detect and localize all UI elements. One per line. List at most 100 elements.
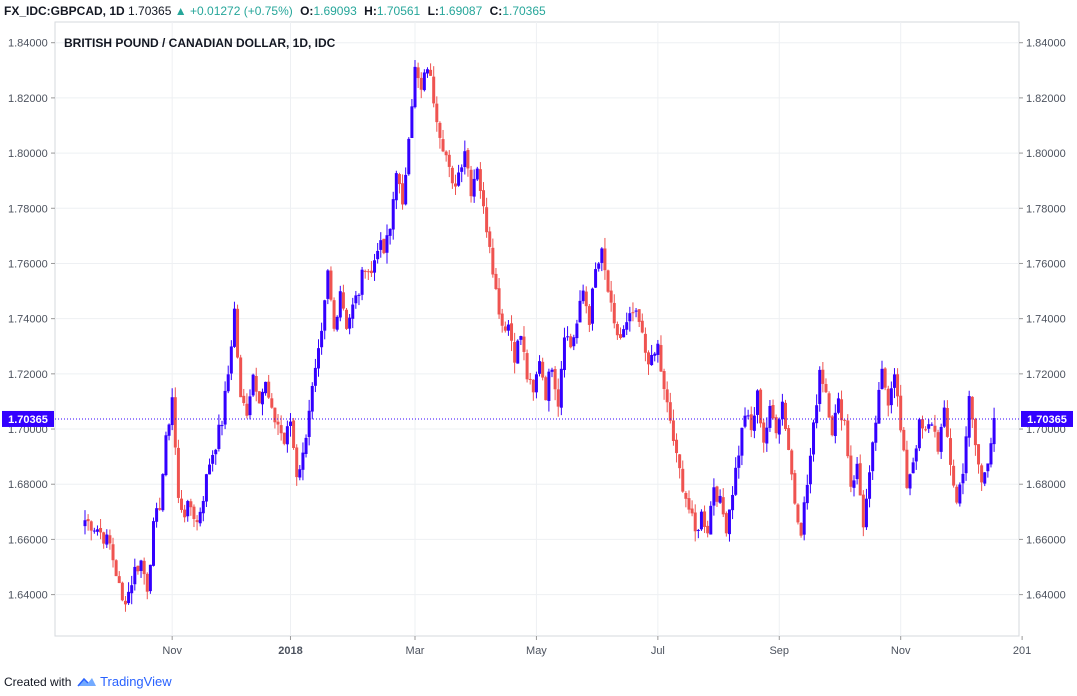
candle[interactable]: [438, 121, 442, 149]
candle[interactable]: [425, 67, 429, 78]
candle[interactable]: [578, 290, 582, 323]
candle[interactable]: [983, 471, 987, 487]
candle[interactable]: [703, 505, 707, 534]
candle[interactable]: [671, 409, 675, 446]
candle[interactable]: [475, 166, 479, 182]
candle[interactable]: [435, 96, 439, 132]
candle[interactable]: [647, 350, 651, 375]
candle[interactable]: [335, 315, 339, 332]
candle[interactable]: [114, 559, 118, 577]
candle[interactable]: [429, 63, 433, 76]
candle[interactable]: [765, 417, 769, 452]
candle[interactable]: [830, 414, 834, 437]
candle[interactable]: [643, 327, 647, 362]
candle[interactable]: [590, 287, 594, 331]
candle[interactable]: [871, 441, 875, 481]
candle[interactable]: [232, 301, 236, 348]
candle[interactable]: [376, 242, 380, 264]
candle[interactable]: [562, 327, 566, 378]
candle[interactable]: [394, 170, 398, 210]
candle[interactable]: [158, 497, 162, 511]
candle[interactable]: [354, 290, 358, 309]
candle[interactable]: [559, 360, 563, 416]
candle[interactable]: [139, 559, 143, 578]
candle[interactable]: [83, 510, 87, 535]
candle[interactable]: [142, 557, 146, 585]
candle[interactable]: [914, 445, 918, 470]
candle[interactable]: [292, 417, 296, 450]
candle[interactable]: [195, 515, 199, 531]
candle[interactable]: [690, 500, 694, 517]
candle[interactable]: [497, 278, 501, 319]
candle[interactable]: [693, 504, 697, 542]
candle[interactable]: [245, 393, 249, 419]
candle[interactable]: [513, 332, 517, 374]
candle[interactable]: [357, 293, 361, 306]
candle[interactable]: [843, 419, 847, 426]
candle[interactable]: [363, 269, 367, 279]
candle[interactable]: [388, 228, 392, 245]
candle[interactable]: [852, 475, 856, 497]
candle[interactable]: [864, 488, 868, 530]
candle[interactable]: [320, 322, 324, 355]
candle[interactable]: [447, 150, 451, 178]
candle[interactable]: [155, 502, 159, 528]
candle[interactable]: [827, 391, 831, 419]
candle[interactable]: [86, 514, 90, 531]
candle[interactable]: [503, 321, 507, 333]
candle[interactable]: [790, 448, 794, 481]
candle[interactable]: [301, 442, 305, 481]
candle[interactable]: [625, 312, 629, 336]
candle[interactable]: [812, 419, 816, 462]
candle[interactable]: [254, 367, 258, 402]
candle[interactable]: [780, 393, 784, 426]
candle[interactable]: [127, 582, 131, 605]
candle[interactable]: [453, 174, 457, 195]
candle[interactable]: [821, 362, 825, 393]
candle[interactable]: [584, 286, 588, 314]
candle[interactable]: [681, 460, 685, 493]
candle[interactable]: [883, 367, 887, 391]
candle[interactable]: [404, 167, 408, 206]
candle[interactable]: [257, 391, 261, 404]
candle[interactable]: [715, 485, 719, 507]
candle[interactable]: [973, 417, 977, 456]
candle[interactable]: [731, 486, 735, 520]
plot-area[interactable]: [54, 21, 1020, 637]
candle[interactable]: [740, 427, 744, 466]
candle[interactable]: [665, 381, 669, 413]
candle[interactable]: [917, 417, 921, 452]
candle[interactable]: [99, 519, 103, 540]
candle[interactable]: [989, 437, 993, 468]
candle[interactable]: [942, 400, 946, 428]
candle[interactable]: [401, 174, 405, 210]
candle[interactable]: [799, 522, 803, 538]
candle[interactable]: [538, 355, 542, 377]
candle[interactable]: [836, 392, 840, 415]
candle[interactable]: [189, 498, 193, 516]
candle[interactable]: [597, 261, 601, 272]
candle[interactable]: [201, 496, 205, 522]
candle[interactable]: [777, 417, 781, 444]
candle[interactable]: [102, 531, 106, 549]
candle[interactable]: [366, 269, 370, 281]
candle[interactable]: [908, 473, 912, 496]
candle[interactable]: [369, 261, 373, 277]
candle[interactable]: [927, 419, 931, 434]
candle[interactable]: [326, 269, 330, 305]
candle[interactable]: [298, 464, 302, 481]
candle[interactable]: [89, 520, 93, 541]
candle[interactable]: [855, 457, 859, 485]
candle[interactable]: [133, 558, 137, 591]
candle[interactable]: [553, 366, 557, 401]
candle[interactable]: [961, 463, 965, 495]
candle[interactable]: [120, 581, 124, 602]
candle[interactable]: [276, 414, 280, 436]
candle[interactable]: [273, 407, 277, 429]
candle[interactable]: [310, 382, 314, 420]
candle[interactable]: [422, 69, 426, 92]
candle[interactable]: [615, 321, 619, 340]
candle[interactable]: [939, 423, 943, 459]
candle[interactable]: [868, 465, 872, 508]
candle[interactable]: [407, 137, 411, 176]
